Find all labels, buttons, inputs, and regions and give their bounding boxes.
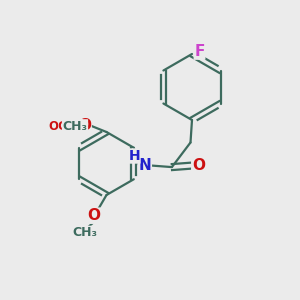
Text: OCH₃: OCH₃ [49, 119, 82, 133]
Text: H: H [128, 149, 140, 163]
Text: O: O [78, 118, 91, 134]
Text: N: N [139, 158, 151, 173]
Text: F: F [194, 44, 205, 59]
Text: CH₃: CH₃ [62, 120, 88, 133]
Text: O: O [192, 158, 205, 173]
Text: O: O [87, 208, 101, 223]
Text: CH₃: CH₃ [72, 226, 98, 239]
